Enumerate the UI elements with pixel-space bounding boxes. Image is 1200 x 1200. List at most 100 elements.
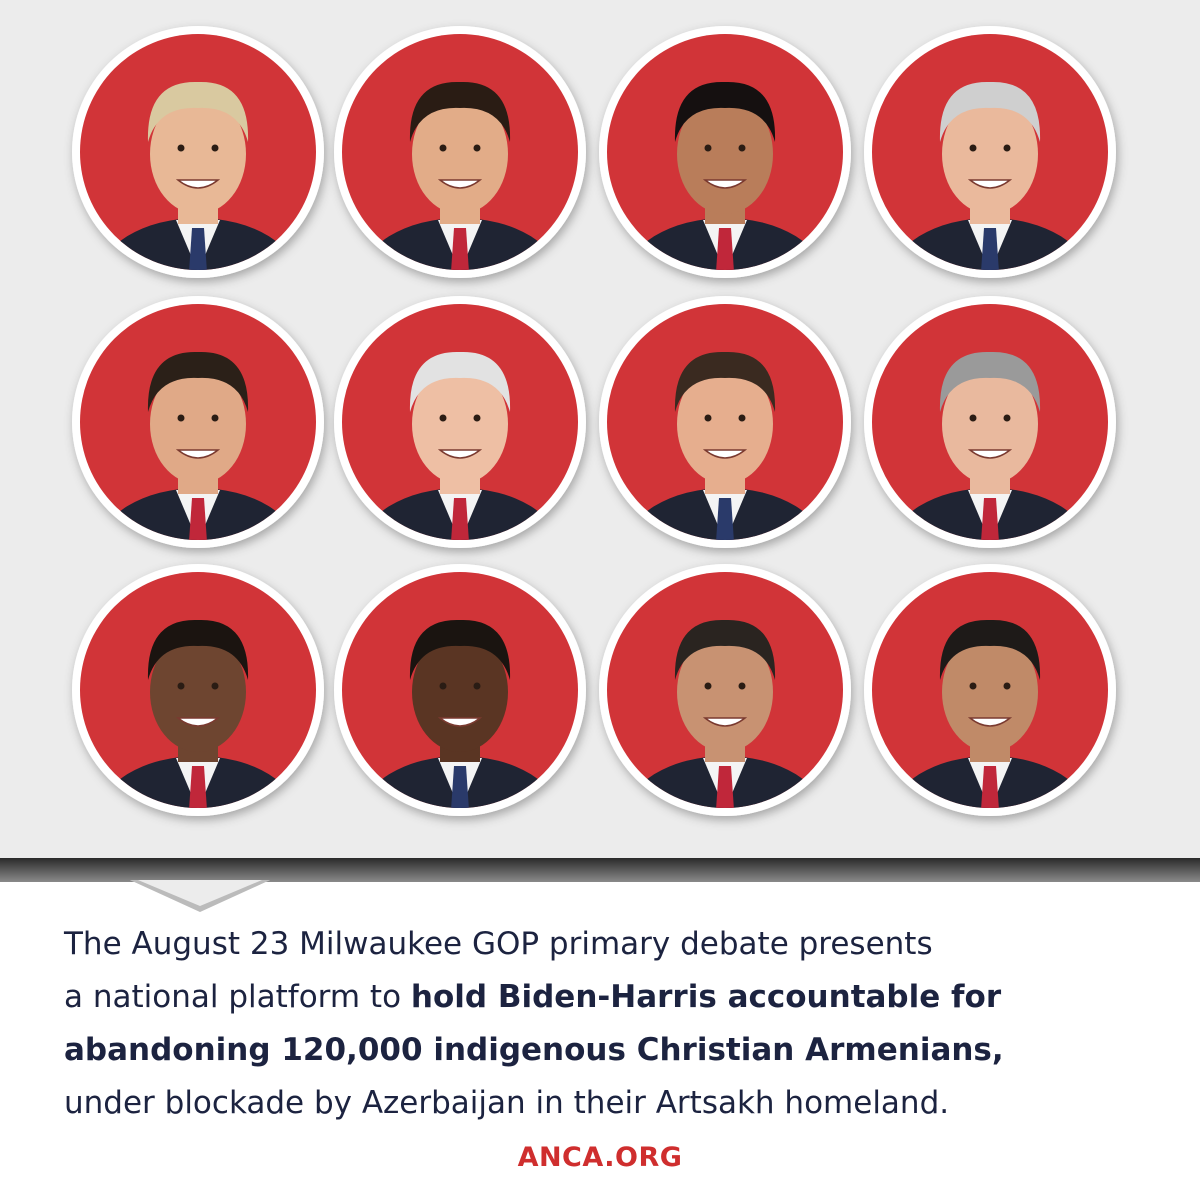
face — [942, 632, 1038, 752]
caption-line: a national platform to hold Biden-Harris… — [64, 971, 1164, 1024]
caption-line: The August 23 Milwaukee GOP primary deba… — [64, 918, 1164, 971]
hair — [409, 351, 511, 412]
face — [412, 94, 508, 214]
smile — [175, 179, 221, 189]
smile — [967, 449, 1013, 459]
eye — [969, 144, 977, 152]
suit — [98, 488, 298, 540]
tie — [716, 228, 734, 270]
smile — [702, 179, 748, 189]
smile — [175, 717, 221, 727]
tie — [189, 228, 207, 270]
caption-line: abandoning 120,000 indigenous Christian … — [64, 1024, 1164, 1077]
suit — [625, 756, 825, 808]
suit — [360, 488, 560, 540]
eye — [704, 414, 712, 422]
portrait-grid — [72, 26, 1116, 816]
suit — [625, 488, 825, 540]
portrait — [80, 34, 316, 270]
eye — [1003, 144, 1011, 152]
suit — [98, 218, 298, 270]
caption-emphasis: hold Biden-Harris accountable for — [410, 979, 1002, 1015]
eye — [473, 144, 481, 152]
smile — [437, 179, 483, 189]
portrait — [872, 34, 1108, 270]
face — [677, 364, 773, 484]
smile — [967, 179, 1013, 189]
eye — [211, 414, 219, 422]
smile — [437, 717, 483, 727]
eye — [211, 682, 219, 690]
eye — [211, 144, 219, 152]
tie — [451, 228, 469, 270]
caption-text: The August 23 Milwaukee GOP primary deba… — [64, 926, 933, 962]
hair — [147, 619, 249, 680]
hair — [409, 619, 511, 680]
face — [150, 632, 246, 752]
caption-line: under blockade by Azerbaijan in their Ar… — [64, 1077, 1164, 1130]
eye — [473, 682, 481, 690]
tie — [451, 766, 469, 808]
face — [677, 94, 773, 214]
tie — [981, 498, 999, 540]
hair — [409, 81, 511, 142]
eye — [704, 682, 712, 690]
tie — [981, 228, 999, 270]
portrait — [342, 572, 578, 808]
portrait — [607, 572, 843, 808]
eye — [439, 682, 447, 690]
tie — [716, 498, 734, 540]
speech-pointer — [130, 880, 270, 912]
tie — [981, 766, 999, 808]
face — [677, 632, 773, 752]
portrait — [872, 572, 1108, 808]
caption-text: under blockade by Azerbaijan in their Ar… — [64, 1085, 950, 1121]
portrait — [607, 304, 843, 540]
smile — [437, 449, 483, 459]
divider-band — [0, 858, 1200, 882]
smile — [967, 717, 1013, 727]
suit — [360, 218, 560, 270]
suit — [890, 218, 1090, 270]
suit — [98, 756, 298, 808]
footer-link: ANCA.ORG — [517, 1142, 683, 1173]
hair — [939, 619, 1041, 680]
suit — [360, 756, 560, 808]
smile — [702, 449, 748, 459]
eye — [177, 682, 185, 690]
face — [942, 94, 1038, 214]
smile — [702, 717, 748, 727]
face — [942, 364, 1038, 484]
tie — [716, 766, 734, 808]
hair — [674, 81, 776, 142]
portrait — [80, 304, 316, 540]
eye — [738, 144, 746, 152]
portrait — [607, 34, 843, 270]
face — [150, 364, 246, 484]
eye — [473, 414, 481, 422]
hair — [939, 351, 1041, 412]
hair — [674, 619, 776, 680]
suit — [625, 218, 825, 270]
hair — [147, 81, 249, 142]
eye — [969, 414, 977, 422]
eye — [704, 144, 712, 152]
portrait-panel — [0, 0, 1200, 912]
eye — [177, 414, 185, 422]
suit — [890, 756, 1090, 808]
hair — [939, 81, 1041, 142]
face — [412, 632, 508, 752]
caption-text: a national platform to — [64, 979, 411, 1015]
portrait — [342, 304, 578, 540]
caption: The August 23 Milwaukee GOP primary deba… — [64, 918, 1164, 1130]
face — [412, 364, 508, 484]
portrait — [80, 572, 316, 808]
eye — [1003, 682, 1011, 690]
eye — [177, 144, 185, 152]
eye — [439, 414, 447, 422]
eye — [439, 144, 447, 152]
smile — [175, 449, 221, 459]
portrait — [342, 34, 578, 270]
eye — [1003, 414, 1011, 422]
